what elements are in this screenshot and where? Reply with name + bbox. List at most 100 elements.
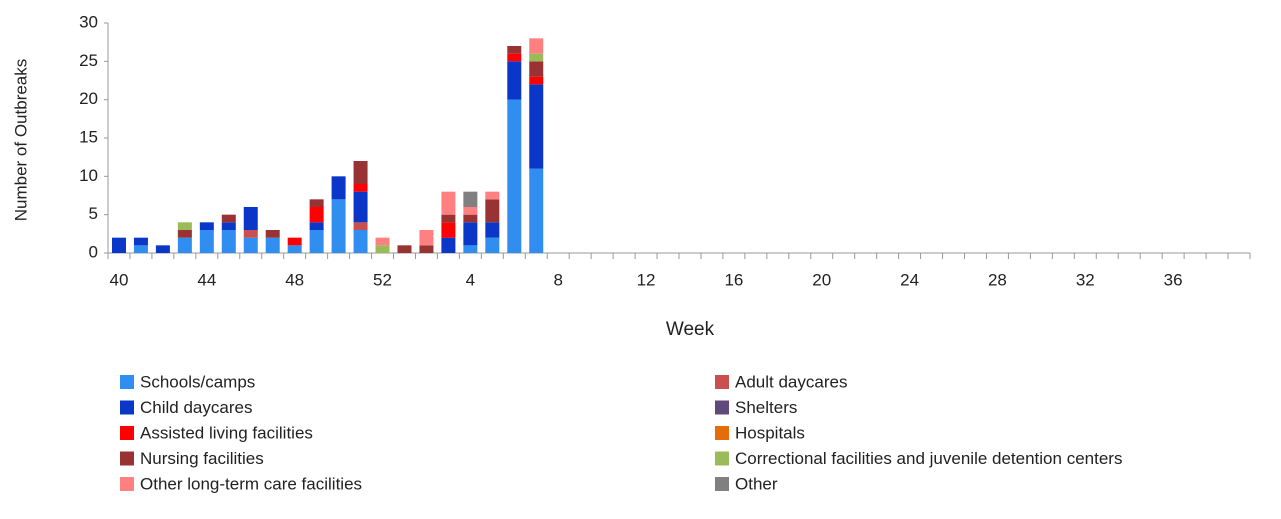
bar-segment xyxy=(265,230,280,238)
legend-swatch xyxy=(120,375,134,389)
bar-segment xyxy=(441,222,456,238)
bar-segment xyxy=(463,207,478,215)
bar-segment xyxy=(243,237,258,253)
bar-segment xyxy=(507,53,522,62)
legend-swatch xyxy=(120,426,134,440)
bar-segment xyxy=(507,99,522,254)
y-axis-label: Number of Outbreaks xyxy=(11,59,30,222)
bar-segment xyxy=(243,207,258,230)
legend-label: Other long-term care facilities xyxy=(140,474,362,493)
bar-segment xyxy=(353,222,368,230)
bar-segment xyxy=(133,237,148,246)
bar-segment xyxy=(529,84,544,169)
legend-swatch xyxy=(715,477,729,491)
x-tick-label: 28 xyxy=(988,270,1007,289)
bar-segment xyxy=(221,230,236,253)
bar-segment xyxy=(441,191,456,215)
y-tick-label: 20 xyxy=(79,89,98,108)
x-tick-label: 12 xyxy=(637,270,656,289)
x-axis-label: Week xyxy=(666,319,715,340)
bar-segment xyxy=(529,61,544,77)
legend-label: Adult daycares xyxy=(735,372,847,391)
y-tick-label: 10 xyxy=(79,166,98,185)
bar-segment xyxy=(177,230,192,238)
bar-segment xyxy=(507,46,522,54)
bar-segment xyxy=(529,76,544,85)
legend-label: Child daycares xyxy=(140,398,252,417)
legend-swatch xyxy=(715,451,729,466)
bar-segment xyxy=(287,237,302,246)
bar-segment xyxy=(221,214,236,223)
bar-segment xyxy=(353,230,368,253)
bar-segment xyxy=(419,230,434,246)
bar-segment xyxy=(463,245,478,253)
bar-segment xyxy=(331,176,346,200)
legend-swatch xyxy=(715,426,729,440)
y-tick-label: 15 xyxy=(79,127,98,146)
bar-segment xyxy=(155,245,170,253)
x-tick-label: 40 xyxy=(110,270,129,289)
bar-segment xyxy=(485,222,500,238)
legend-swatch xyxy=(715,400,729,415)
bar-segment xyxy=(309,230,324,253)
bar-segment xyxy=(177,237,192,253)
bar-segment xyxy=(287,245,302,253)
legend-label: Correctional facilities and juvenile det… xyxy=(735,449,1122,468)
bar-segment xyxy=(265,237,280,253)
bar-segment xyxy=(375,245,390,253)
bar-segment xyxy=(331,199,346,253)
bar-segment xyxy=(353,191,368,223)
x-tick-label: 44 xyxy=(197,270,216,289)
bar-segment xyxy=(441,214,456,223)
bar-segment xyxy=(485,199,500,223)
x-tick-label: 8 xyxy=(553,270,562,289)
legend-label: Assisted living facilities xyxy=(140,423,313,442)
bar-segment xyxy=(177,222,192,230)
bar-segment xyxy=(397,245,412,253)
x-tick-label: 32 xyxy=(1076,270,1095,289)
bar-segment xyxy=(243,230,258,238)
bar-segment xyxy=(463,214,478,223)
bar-segment xyxy=(353,161,368,184)
y-tick-label: 30 xyxy=(79,12,98,31)
y-tick-label: 25 xyxy=(79,51,98,70)
legend-label: Shelters xyxy=(735,398,797,417)
bar-segment xyxy=(309,207,324,223)
legend-swatch xyxy=(120,451,134,466)
legend-swatch xyxy=(715,375,729,389)
legend-swatch xyxy=(120,477,134,491)
bar-segment xyxy=(463,191,478,207)
x-tick-label: 52 xyxy=(373,270,392,289)
y-tick-label: 5 xyxy=(89,204,98,223)
x-tick-label: 48 xyxy=(285,270,304,289)
bar-segment xyxy=(353,184,368,192)
bar-segment xyxy=(463,222,478,246)
x-tick-label: 4 xyxy=(466,270,475,289)
bar-segment xyxy=(199,230,214,253)
legend-label: Other xyxy=(735,474,778,493)
bar-segment xyxy=(529,38,544,54)
y-tick-label: 0 xyxy=(89,242,98,261)
bar-segment xyxy=(419,245,434,253)
bar-segment xyxy=(111,237,126,253)
x-tick-label: 20 xyxy=(812,270,831,289)
x-tick-label: 16 xyxy=(724,270,743,289)
bar-segment xyxy=(375,237,390,246)
bar-segment xyxy=(309,222,324,230)
legend-label: Nursing facilities xyxy=(140,449,264,468)
bar-segment xyxy=(529,168,544,253)
bar-segment xyxy=(529,53,544,62)
bar-segment xyxy=(485,191,500,200)
x-tick-label: 36 xyxy=(1164,270,1183,289)
bar-segment xyxy=(133,245,148,253)
bar-segment xyxy=(507,61,522,100)
legend-label: Hospitals xyxy=(735,423,805,442)
bar-segment xyxy=(309,199,324,207)
bar-segment xyxy=(485,237,500,253)
legend-swatch xyxy=(120,400,134,415)
legend-label: Schools/camps xyxy=(140,372,255,391)
x-tick-label: 24 xyxy=(900,270,919,289)
bar-segment xyxy=(221,222,236,230)
